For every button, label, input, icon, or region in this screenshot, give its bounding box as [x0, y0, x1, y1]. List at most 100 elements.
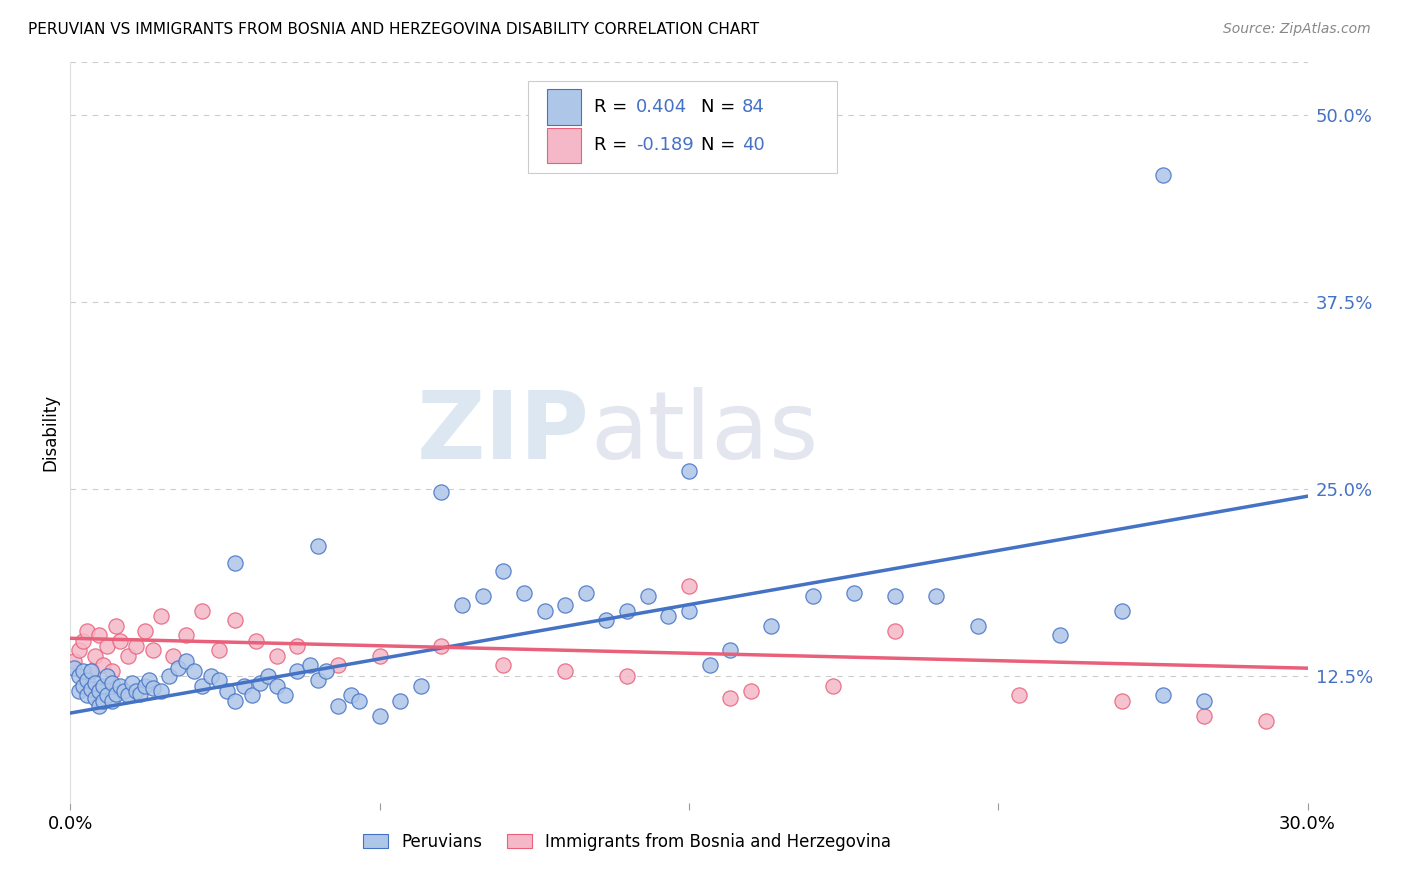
Point — [100, 676, 122, 690]
Point — [240, 688, 263, 702]
Point — [84, 649, 107, 664]
Point — [616, 668, 638, 682]
Point — [1256, 714, 1278, 728]
Point — [266, 649, 288, 664]
Point — [67, 668, 90, 682]
Point — [339, 688, 361, 702]
Point — [191, 679, 214, 693]
Point — [108, 634, 131, 648]
Point — [224, 694, 246, 708]
Point — [368, 649, 391, 664]
Point — [91, 694, 114, 708]
Point — [513, 586, 536, 600]
Point — [200, 668, 222, 682]
Point — [389, 694, 412, 708]
Point — [76, 688, 98, 702]
Point — [96, 688, 118, 702]
Point — [249, 676, 271, 690]
Point — [285, 664, 308, 678]
Point — [1152, 168, 1174, 182]
Point — [84, 676, 107, 690]
Point — [112, 683, 135, 698]
Point — [89, 683, 111, 698]
Point — [801, 590, 824, 604]
Point — [842, 586, 865, 600]
Point — [80, 664, 103, 678]
Point — [91, 679, 114, 693]
Point — [142, 681, 165, 695]
Point — [215, 683, 238, 698]
Text: -0.189: -0.189 — [636, 136, 693, 154]
Point — [134, 679, 156, 693]
Point — [67, 683, 90, 698]
Point — [125, 639, 148, 653]
Point — [157, 668, 180, 682]
Point — [67, 643, 90, 657]
Point — [224, 557, 246, 571]
Point — [150, 608, 173, 623]
Point — [1049, 628, 1071, 642]
Point — [266, 679, 288, 693]
Text: R =: R = — [593, 98, 633, 116]
Point — [117, 649, 139, 664]
Point — [966, 619, 988, 633]
Point — [63, 654, 86, 668]
Point — [285, 639, 308, 653]
Text: 0.404: 0.404 — [636, 98, 688, 116]
Point — [471, 590, 494, 604]
Point — [554, 664, 576, 678]
Point — [307, 539, 329, 553]
Point — [72, 634, 94, 648]
Point — [718, 643, 741, 657]
Point — [307, 673, 329, 688]
Point — [315, 664, 337, 678]
Point — [89, 628, 111, 642]
Point — [174, 654, 197, 668]
Point — [150, 683, 173, 698]
Point — [166, 661, 188, 675]
Point — [409, 679, 432, 693]
Point — [117, 688, 139, 702]
Point — [224, 613, 246, 627]
Point — [191, 604, 214, 618]
Text: ZIP: ZIP — [418, 386, 591, 479]
Point — [823, 679, 845, 693]
Point — [740, 683, 762, 698]
Point — [162, 649, 184, 664]
Point — [1008, 688, 1031, 702]
Text: Source: ZipAtlas.com: Source: ZipAtlas.com — [1223, 22, 1371, 37]
Point — [554, 599, 576, 613]
Point — [595, 613, 617, 627]
Point — [761, 619, 783, 633]
Point — [174, 628, 197, 642]
Point — [492, 658, 515, 673]
Point — [100, 694, 122, 708]
Point — [183, 664, 205, 678]
Point — [63, 661, 86, 675]
Point — [1111, 694, 1133, 708]
Point — [100, 664, 122, 678]
Text: N =: N = — [702, 98, 741, 116]
Point — [328, 658, 350, 673]
Point — [232, 679, 254, 693]
Point — [451, 599, 474, 613]
FancyBboxPatch shape — [547, 89, 581, 125]
Point — [121, 676, 143, 690]
Text: R =: R = — [593, 136, 633, 154]
Point — [129, 687, 152, 701]
Point — [245, 634, 267, 648]
Point — [678, 464, 700, 478]
FancyBboxPatch shape — [529, 81, 838, 173]
Point — [925, 590, 948, 604]
Point — [328, 698, 350, 713]
Point — [72, 664, 94, 678]
Point — [347, 694, 370, 708]
Point — [138, 673, 160, 688]
Point — [678, 604, 700, 618]
Point — [96, 668, 118, 682]
Point — [492, 564, 515, 578]
Point — [76, 624, 98, 638]
Point — [699, 658, 721, 673]
FancyBboxPatch shape — [547, 128, 581, 163]
Point — [208, 673, 231, 688]
